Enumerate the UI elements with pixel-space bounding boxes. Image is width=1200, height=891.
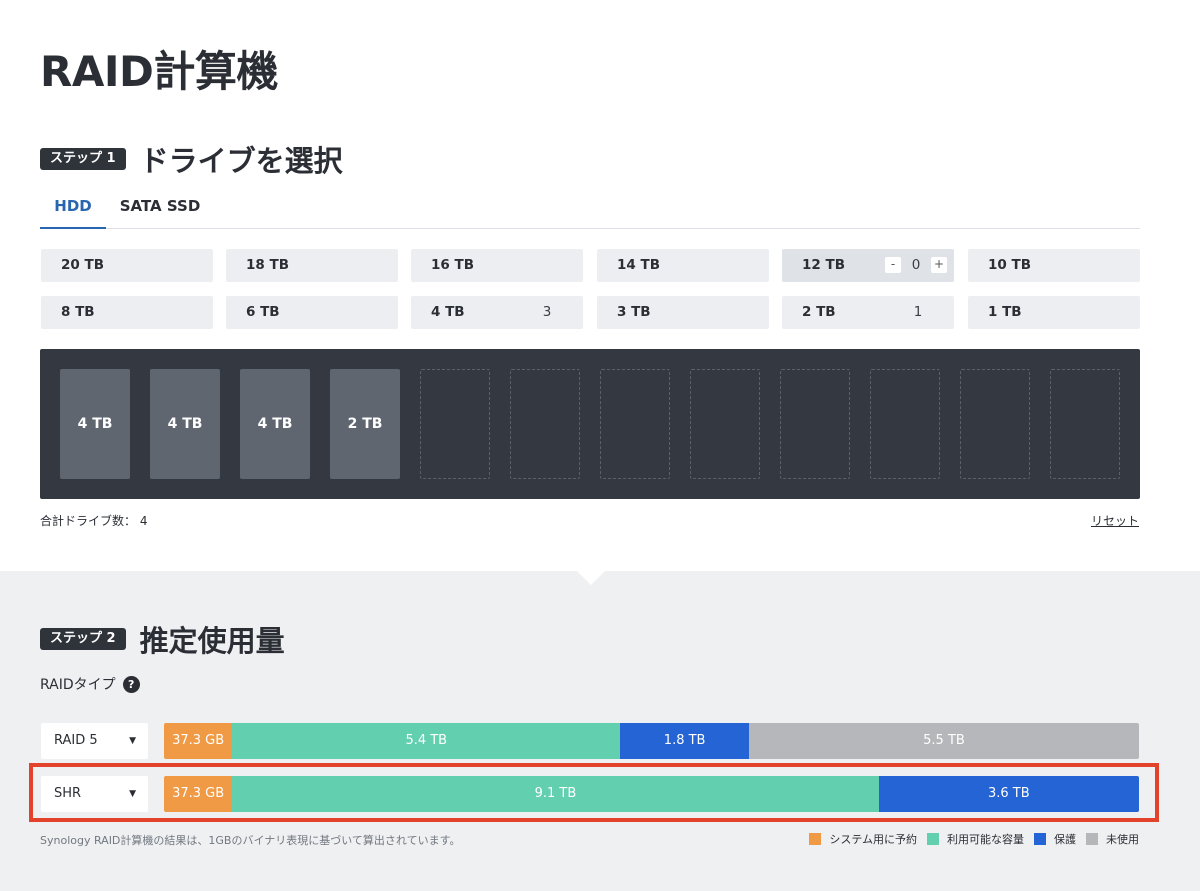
capacity-button-20tb[interactable]: 20 TB — [41, 249, 213, 282]
help-icon[interactable]: ? — [122, 675, 140, 693]
footnote: Synology RAID計算機の結果は、1GBのバイナリ表現に基づいて算出され… — [40, 834, 461, 847]
legend-swatch — [809, 833, 822, 845]
capacity-label: 2 TB — [802, 304, 836, 320]
caret-down-icon: ▼ — [129, 789, 136, 799]
tab-sata-ssd[interactable]: SATA SSD — [119, 197, 201, 215]
legend-item-available: 利用可能な容量 — [917, 831, 1024, 847]
legend-label: 未使用 — [1106, 833, 1139, 846]
raid-type-value: RAID 5 — [54, 733, 98, 748]
legend-item-system: システム用に予約 — [799, 831, 917, 847]
segment-unused: 5.5 TB — [748, 723, 1139, 759]
capacity-button-4tb[interactable]: 4 TB 3 — [411, 296, 583, 329]
legend-swatch — [927, 833, 939, 845]
segment-protection: 1.8 TB — [620, 723, 749, 759]
section-pointer — [577, 571, 605, 585]
empty-drive-slot — [420, 369, 490, 479]
capacity-label: 1 TB — [988, 304, 1022, 320]
empty-drive-slot — [510, 369, 580, 479]
capacity-button-6tb[interactable]: 6 TB — [226, 296, 398, 329]
caret-down-icon: ▼ — [129, 736, 136, 746]
capacity-button-12tb[interactable]: 12 TB - 0 + — [782, 249, 954, 282]
legend-label: 利用可能な容量 — [947, 833, 1024, 846]
legend-label: 保護 — [1054, 833, 1076, 846]
empty-drive-slot — [780, 369, 850, 479]
total-drive-count: 合計ドライブ数： 4 — [40, 514, 148, 528]
segment-available: 9.1 TB — [232, 776, 879, 812]
drive-slot[interactable]: 4 TB — [60, 369, 130, 479]
step2-title: 推定使用量 — [139, 624, 285, 658]
capacity-button-1tb[interactable]: 1 TB — [968, 296, 1140, 329]
capacity-label: 16 TB — [431, 257, 474, 273]
legend-swatch — [1086, 833, 1098, 845]
usage-bar: 37.3 GB 9.1 TB 3.6 TB — [164, 776, 1139, 812]
legend-label: システム用に予約 — [829, 833, 917, 846]
page-title: RAID計算機 — [40, 47, 278, 96]
drive-slot[interactable]: 4 TB — [240, 369, 310, 479]
capacity-label: 18 TB — [246, 257, 289, 273]
capacity-button-10tb[interactable]: 10 TB — [968, 249, 1140, 282]
quantity-value: 0 — [911, 257, 921, 273]
capacity-button-8tb[interactable]: 8 TB — [41, 296, 213, 329]
raid-type-label: RAIDタイプ ? — [40, 674, 140, 694]
drive-bay: 4 TB 4 TB 4 TB 2 TB — [40, 349, 1140, 499]
capacity-label: 4 TB — [431, 304, 465, 320]
raid-type-select[interactable]: SHR ▼ — [41, 776, 148, 812]
drive-slot[interactable]: 2 TB — [330, 369, 400, 479]
capacity-button-3tb[interactable]: 3 TB — [597, 296, 769, 329]
drive-count: 3 — [542, 304, 552, 320]
segment-protection: 3.6 TB — [878, 776, 1139, 812]
empty-drive-slot — [1050, 369, 1120, 479]
drive-type-tabs: HDD SATA SSD — [40, 186, 1140, 229]
reset-link[interactable]: リセット — [1090, 514, 1139, 528]
segment-system: 37.3 GB — [164, 776, 233, 812]
capacity-button-2tb[interactable]: 2 TB 1 — [782, 296, 954, 329]
empty-drive-slot — [600, 369, 670, 479]
capacity-label: 20 TB — [61, 257, 104, 273]
capacity-label: 12 TB — [802, 257, 845, 273]
raid-type-value: SHR — [54, 786, 82, 801]
capacity-label: 6 TB — [246, 304, 280, 320]
capacity-label: 10 TB — [988, 257, 1031, 273]
empty-drive-slot — [870, 369, 940, 479]
step2-badge: ステップ 2 — [40, 628, 126, 650]
drive-slot[interactable]: 4 TB — [150, 369, 220, 479]
capacity-label: 3 TB — [617, 304, 651, 320]
capacity-label: 8 TB — [61, 304, 95, 320]
segment-available: 5.4 TB — [232, 723, 621, 759]
segment-system: 37.3 GB — [164, 723, 233, 759]
usage-bar: 37.3 GB 5.4 TB 1.8 TB 5.5 TB — [164, 723, 1139, 759]
step1-header: ステップ 1 ドライブを選択 — [40, 138, 343, 180]
legend-swatch — [1034, 833, 1046, 845]
step1-title: ドライブを選択 — [139, 144, 343, 178]
quantity-stepper: - 0 + — [885, 257, 947, 273]
step1-badge: ステップ 1 — [40, 148, 126, 170]
minus-button[interactable]: - — [885, 257, 901, 273]
capacity-button-18tb[interactable]: 18 TB — [226, 249, 398, 282]
legend: システム用に予約 利用可能な容量 保護 未使用 — [799, 831, 1139, 847]
empty-drive-slot — [690, 369, 760, 479]
capacity-button-14tb[interactable]: 14 TB — [597, 249, 769, 282]
plus-button[interactable]: + — [931, 257, 947, 273]
highlight-box — [29, 763, 1159, 822]
capacity-button-16tb[interactable]: 16 TB — [411, 249, 583, 282]
legend-item-unused: 未使用 — [1076, 831, 1139, 847]
step2-header: ステップ 2 推定使用量 — [40, 618, 285, 660]
tab-hdd[interactable]: HDD — [40, 186, 106, 229]
capacity-label: 14 TB — [617, 257, 660, 273]
empty-drive-slot — [960, 369, 1030, 479]
raid-type-select[interactable]: RAID 5 ▼ — [41, 723, 148, 759]
raid-type-text: RAIDタイプ — [40, 677, 116, 693]
legend-item-protection: 保護 — [1024, 831, 1076, 847]
drive-count: 1 — [913, 304, 923, 320]
